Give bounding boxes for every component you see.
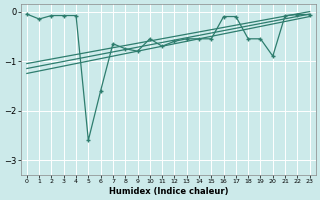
X-axis label: Humidex (Indice chaleur): Humidex (Indice chaleur)	[108, 187, 228, 196]
